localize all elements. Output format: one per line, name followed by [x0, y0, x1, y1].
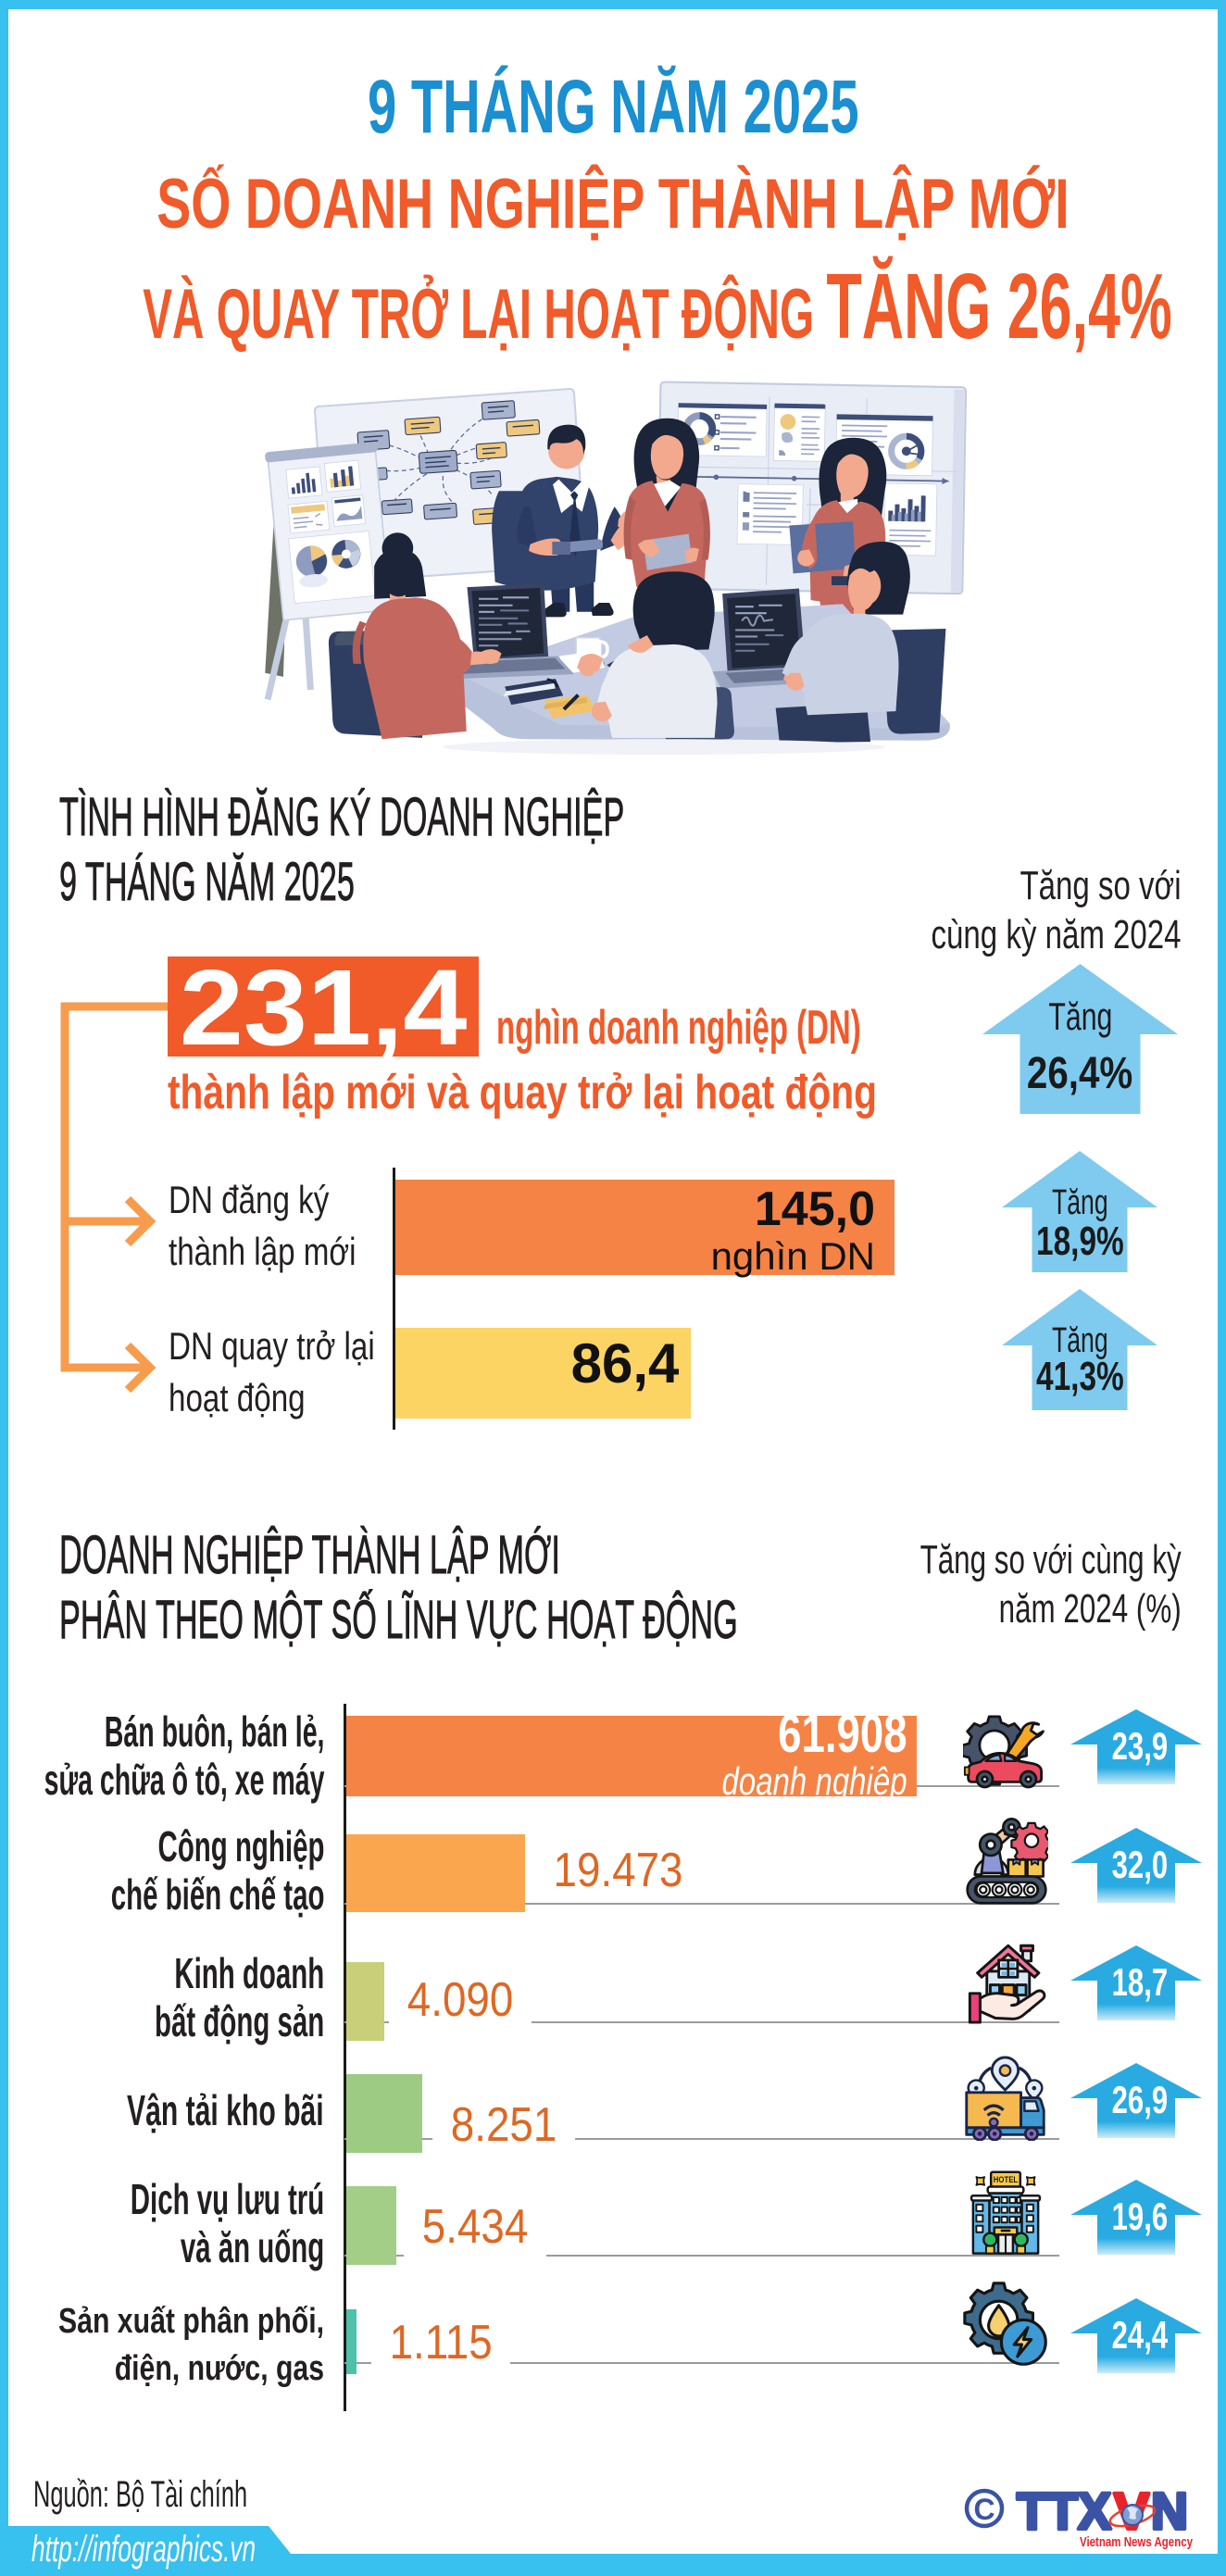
svg-text:N: N: [1151, 2485, 1188, 2540]
svg-text:Vietnam News Agency: Vietnam News Agency: [1080, 2534, 1193, 2550]
svg-text:C: C: [973, 2493, 995, 2526]
svg-text:HOTEL: HOTEL: [994, 2175, 1019, 2184]
svg-text:TTX: TTX: [1017, 2485, 1111, 2540]
